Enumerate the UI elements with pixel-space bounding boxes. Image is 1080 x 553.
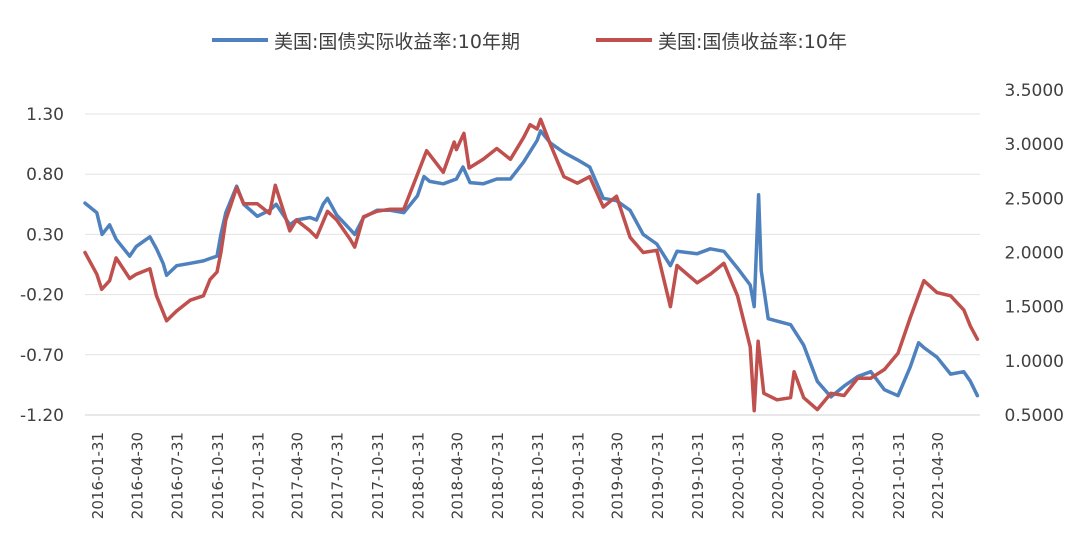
left-axis-tick-label: -0.20	[20, 286, 64, 306]
x-axis-tick-label: 2017-04-30	[288, 432, 306, 519]
left-axis-tick-label: 0.80	[26, 165, 64, 185]
x-axis-tick-label: 2018-01-31	[409, 432, 427, 519]
x-axis-tick-label: 2021-01-31	[890, 432, 908, 519]
x-axis-tick-label: 2016-10-31	[209, 432, 227, 519]
legend-swatch-nominal-yield	[596, 38, 652, 42]
x-axis-tick-label: 2021-04-30	[929, 432, 947, 519]
x-axis-tick-label: 2019-01-31	[569, 432, 587, 519]
x-axis-ticks: 2016-01-31 2016-04-30 2016-07-31 2016-10-31…	[89, 432, 947, 519]
x-axis-tick-label: 2017-10-31	[369, 432, 387, 519]
x-axis-tick-label: 2017-01-31	[249, 432, 267, 519]
right-axis-tick-label: 3.5000	[1005, 81, 1064, 101]
x-axis-tick-label: 2020-04-30	[769, 432, 787, 519]
series-line-real-yield	[83, 129, 980, 399]
x-axis-tick-label: 2019-04-30	[609, 432, 627, 519]
left-axis-tick-label: 1.30	[26, 105, 64, 125]
x-axis-tick-label: 2020-10-31	[850, 432, 868, 519]
x-axis-tick-label: 2016-04-30	[128, 432, 146, 519]
right-axis-ticks: 3.5000 3.0000 2.5000 2.0000 1.5000 1.0000 0.50…	[1005, 81, 1064, 426]
x-axis-tick-label: 2020-01-31	[730, 432, 748, 519]
chart-legend: 美国:国债实际收益率:10年期 美国:国债收益率:10年	[0, 22, 1080, 58]
gridlines	[85, 113, 980, 416]
x-axis-tick-label: 2018-07-31	[489, 432, 507, 519]
right-axis-tick-label: 0.5000	[1005, 406, 1064, 426]
legend-item-nominal-yield[interactable]: 美国:国债收益率:10年	[596, 22, 847, 58]
x-axis-tick-label: 2018-10-31	[529, 432, 547, 519]
left-axis-ticks: 1.30 0.80 0.30 -0.20 -0.70 -1.20	[20, 105, 64, 426]
right-axis-tick-label: 1.0000	[1005, 352, 1064, 372]
right-axis-tick-label: 3.0000	[1005, 135, 1064, 155]
right-axis-tick-label: 2.0000	[1005, 244, 1064, 264]
x-axis-tick-label: 2019-07-31	[649, 432, 667, 519]
legend-label-nominal-yield: 美国:国债收益率:10年	[658, 30, 847, 53]
x-axis-tick-label: 2019-10-31	[689, 432, 707, 519]
right-axis-tick-label: 1.5000	[1005, 298, 1064, 318]
legend-swatch-real-yield	[212, 38, 268, 42]
x-axis-tick-label: 2017-07-31	[329, 432, 347, 519]
left-axis-tick-label: -1.20	[20, 406, 64, 426]
series-lines	[83, 117, 980, 413]
legend-item-real-yield[interactable]: 美国:国债实际收益率:10年期	[212, 22, 520, 58]
left-axis-tick-label: -0.70	[20, 346, 64, 366]
legend-label-real-yield: 美国:国债实际收益率:10年期	[274, 30, 520, 53]
right-axis-tick-label: 2.5000	[1005, 189, 1064, 209]
x-axis-tick-label: 2016-01-31	[89, 432, 107, 519]
left-axis-tick-label: 0.30	[26, 225, 64, 245]
series-line-nominal-yield	[83, 117, 980, 413]
x-axis-tick-label: 2016-07-31	[169, 432, 187, 519]
x-axis-tick-label: 2020-07-31	[809, 432, 827, 519]
x-axis-tick-label: 2018-04-30	[448, 432, 466, 519]
